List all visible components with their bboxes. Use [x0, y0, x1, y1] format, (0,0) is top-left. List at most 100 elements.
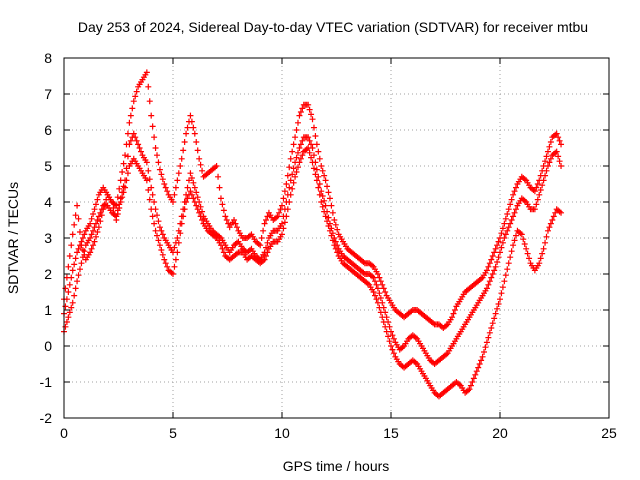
data-point — [536, 191, 543, 198]
data-point — [536, 260, 543, 267]
data-point — [542, 172, 549, 179]
data-point — [296, 145, 303, 151]
data-point — [382, 289, 389, 295]
data-point — [306, 149, 313, 156]
data-point — [122, 152, 129, 159]
data-point — [531, 206, 538, 213]
data-point — [510, 213, 517, 220]
data-point — [495, 238, 502, 245]
data-point — [92, 233, 99, 240]
data-point — [258, 235, 265, 241]
data-point — [145, 187, 152, 193]
data-point — [508, 196, 515, 203]
data-point — [194, 206, 201, 213]
y-tick-label: 1 — [44, 302, 52, 318]
data-point — [146, 196, 153, 203]
data-point — [511, 209, 518, 216]
data-point — [289, 148, 296, 155]
data-point — [555, 153, 562, 160]
data-point — [312, 133, 319, 139]
data-point — [287, 191, 294, 198]
data-point — [170, 199, 176, 205]
data-point — [74, 249, 81, 256]
data-point — [306, 106, 313, 113]
data-point — [312, 171, 319, 178]
data-point — [194, 194, 201, 201]
data-point — [556, 158, 563, 165]
data-point — [190, 124, 197, 131]
data-point — [467, 382, 474, 389]
data-point — [508, 248, 515, 255]
data-point — [151, 134, 158, 141]
data-point — [511, 237, 518, 244]
data-point — [72, 212, 79, 219]
data-point — [507, 254, 514, 261]
data-point — [90, 227, 97, 234]
data-point — [290, 179, 297, 186]
data-point — [507, 220, 514, 227]
data-point — [191, 130, 198, 137]
data-point — [62, 285, 69, 292]
data-point — [133, 137, 140, 144]
data-point — [155, 218, 162, 225]
data-point — [486, 278, 493, 285]
data-point — [116, 185, 123, 192]
data-point — [308, 154, 315, 161]
data-point — [324, 218, 331, 225]
data-point — [510, 191, 517, 198]
x-tick-label: 20 — [492, 425, 508, 441]
data-point — [372, 278, 379, 285]
data-point — [289, 185, 296, 192]
data-point — [149, 123, 156, 130]
data-point — [158, 171, 165, 178]
data-point — [325, 214, 332, 221]
data-point — [520, 236, 527, 243]
data-point — [87, 235, 94, 241]
data-point — [494, 242, 501, 249]
data-point — [376, 304, 383, 311]
data-point — [293, 169, 300, 175]
data-point — [188, 118, 195, 125]
data-point — [472, 371, 479, 378]
data-point — [537, 255, 544, 262]
data-point — [388, 343, 394, 349]
data-point — [66, 253, 73, 259]
data-point — [309, 159, 316, 166]
data-point — [313, 177, 320, 184]
data-point — [305, 145, 312, 151]
data-point — [177, 230, 184, 237]
data-point — [491, 249, 498, 256]
data-point — [130, 130, 137, 137]
data-point — [488, 325, 495, 331]
data-point — [319, 193, 326, 199]
data-point — [94, 196, 101, 203]
data-point — [261, 220, 268, 227]
data-point — [184, 124, 191, 131]
data-point — [199, 217, 206, 223]
data-point — [119, 169, 126, 175]
data-point — [170, 271, 176, 277]
axis-ticks: 0 5 10 15 20 25 -2 -1 0 1 2 3 4 5 6 7 8 — [40, 50, 617, 441]
data-point — [76, 229, 83, 235]
data-point — [377, 278, 384, 285]
data-point — [286, 164, 293, 171]
data-point — [470, 375, 477, 382]
data-point — [171, 263, 178, 270]
data-point — [127, 137, 134, 144]
data-point — [184, 195, 191, 202]
data-point — [138, 148, 145, 155]
data-point — [485, 334, 492, 341]
data-point — [546, 224, 553, 231]
data-point — [481, 349, 488, 355]
data-point — [558, 141, 565, 148]
data-point — [130, 98, 137, 105]
data-point — [286, 184, 293, 191]
data-point — [88, 245, 95, 252]
data-point — [321, 208, 328, 215]
data-point — [78, 242, 85, 249]
data-point — [290, 141, 297, 148]
data-point — [69, 267, 76, 274]
data-point — [550, 213, 557, 220]
data-point — [498, 230, 505, 237]
data-point — [193, 139, 200, 145]
